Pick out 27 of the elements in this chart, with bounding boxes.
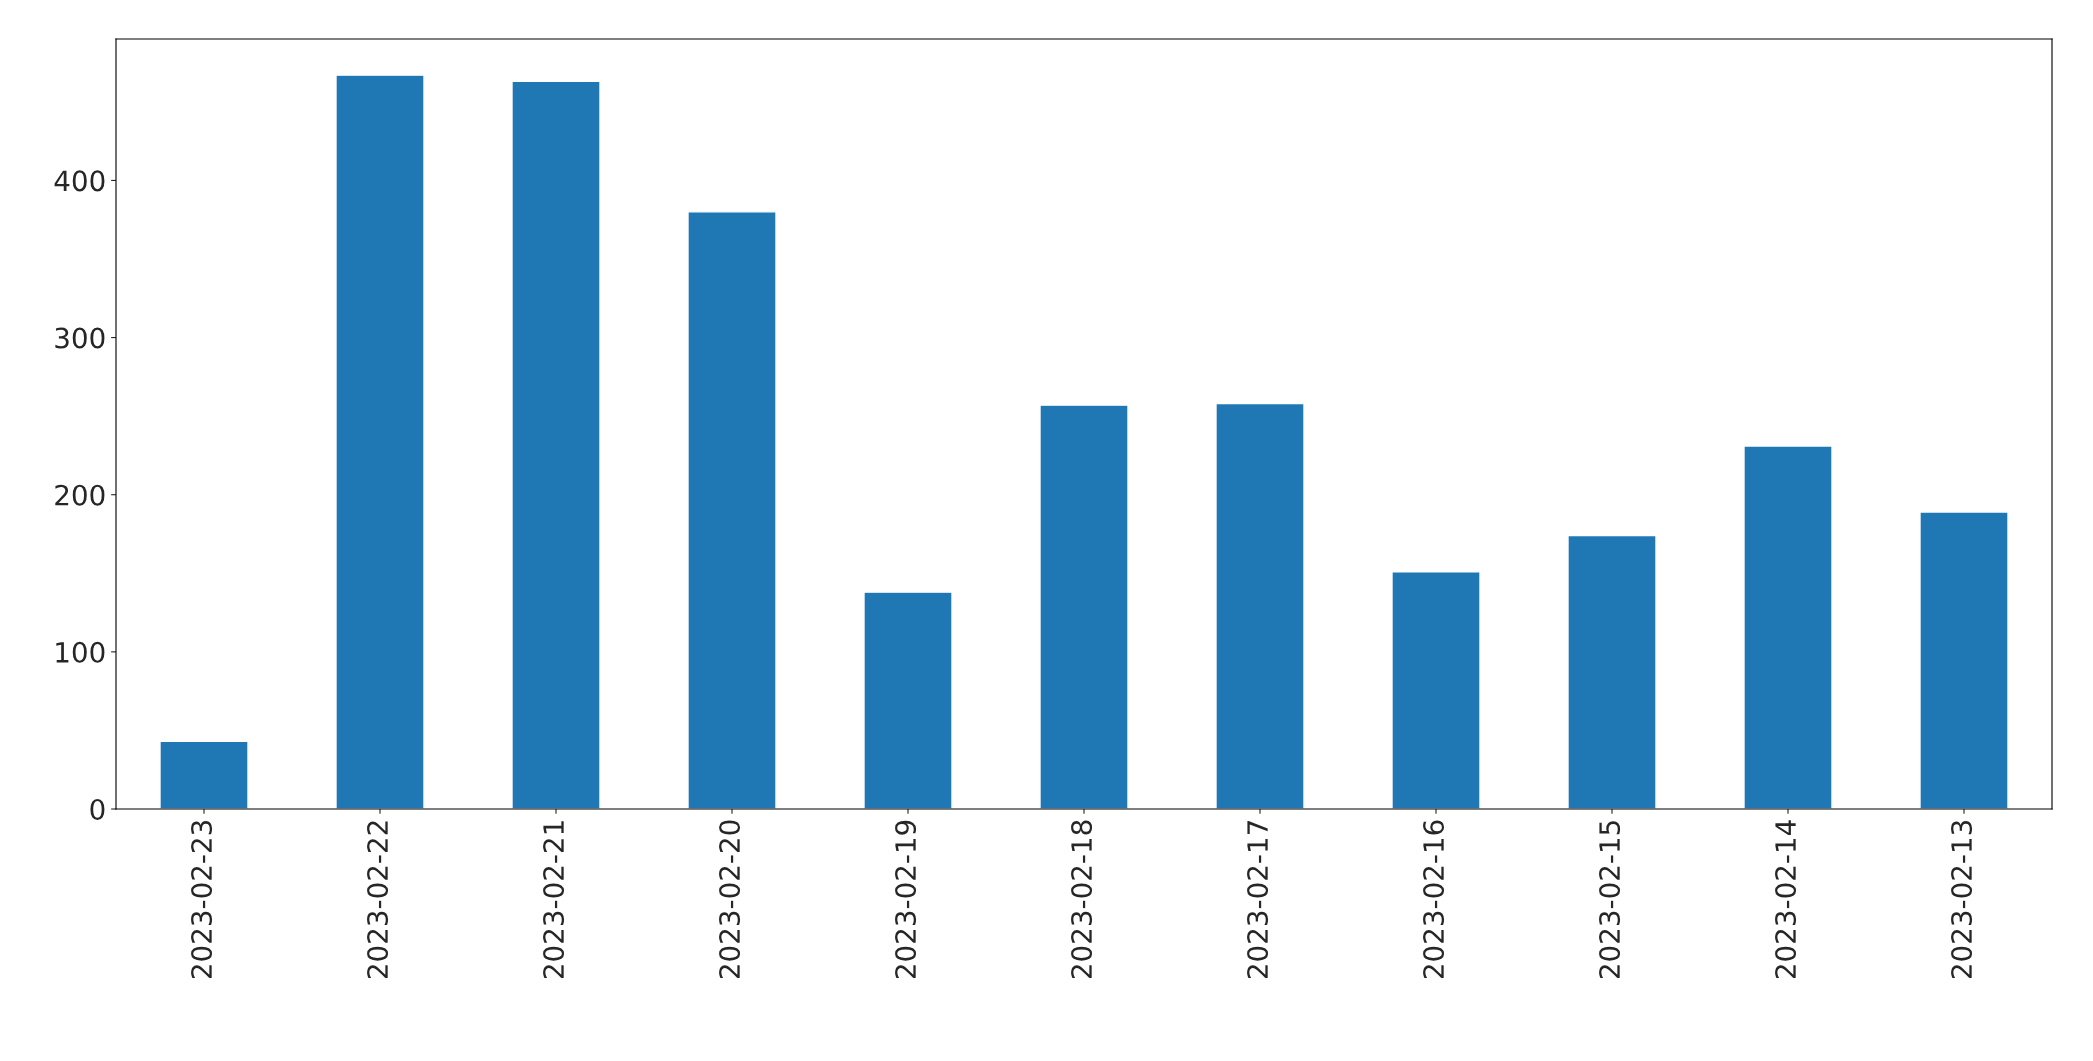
x-tick-label: 2023-02-23 — [191, 820, 213, 979]
x-tick-label: 2023-02-20 — [719, 820, 741, 979]
y-tick-label: 0 — [90, 798, 105, 820]
x-tick-label: 2023-02-21 — [543, 821, 565, 979]
bar — [159, 740, 249, 809]
bar — [1039, 404, 1129, 809]
bar — [1743, 445, 1833, 809]
bar — [687, 211, 777, 809]
bar — [1919, 511, 2009, 809]
x-tick-label: 2023-02-13 — [1951, 820, 1973, 979]
x-tick-label: 2023-02-22 — [367, 821, 389, 979]
bar — [863, 591, 953, 809]
bar — [511, 80, 601, 809]
x-tick-label: 2023-02-17 — [1247, 821, 1269, 979]
bar — [1215, 402, 1305, 809]
x-tick-label: 2023-02-18 — [1071, 820, 1093, 979]
y-tick-label: 300 — [55, 327, 105, 349]
x-tick-label: 2023-02-14 — [1775, 820, 1797, 979]
y-tick-label: 200 — [55, 484, 105, 506]
bar — [1391, 571, 1481, 809]
x-tick-label: 2023-02-19 — [895, 820, 917, 979]
bar — [1567, 534, 1657, 809]
x-tick-label: 2023-02-16 — [1423, 820, 1445, 979]
x-tick-label: 2023-02-15 — [1599, 821, 1621, 979]
bar — [335, 74, 425, 809]
y-tick-label: 100 — [56, 641, 105, 663]
y-tick-label: 400 — [54, 170, 105, 192]
